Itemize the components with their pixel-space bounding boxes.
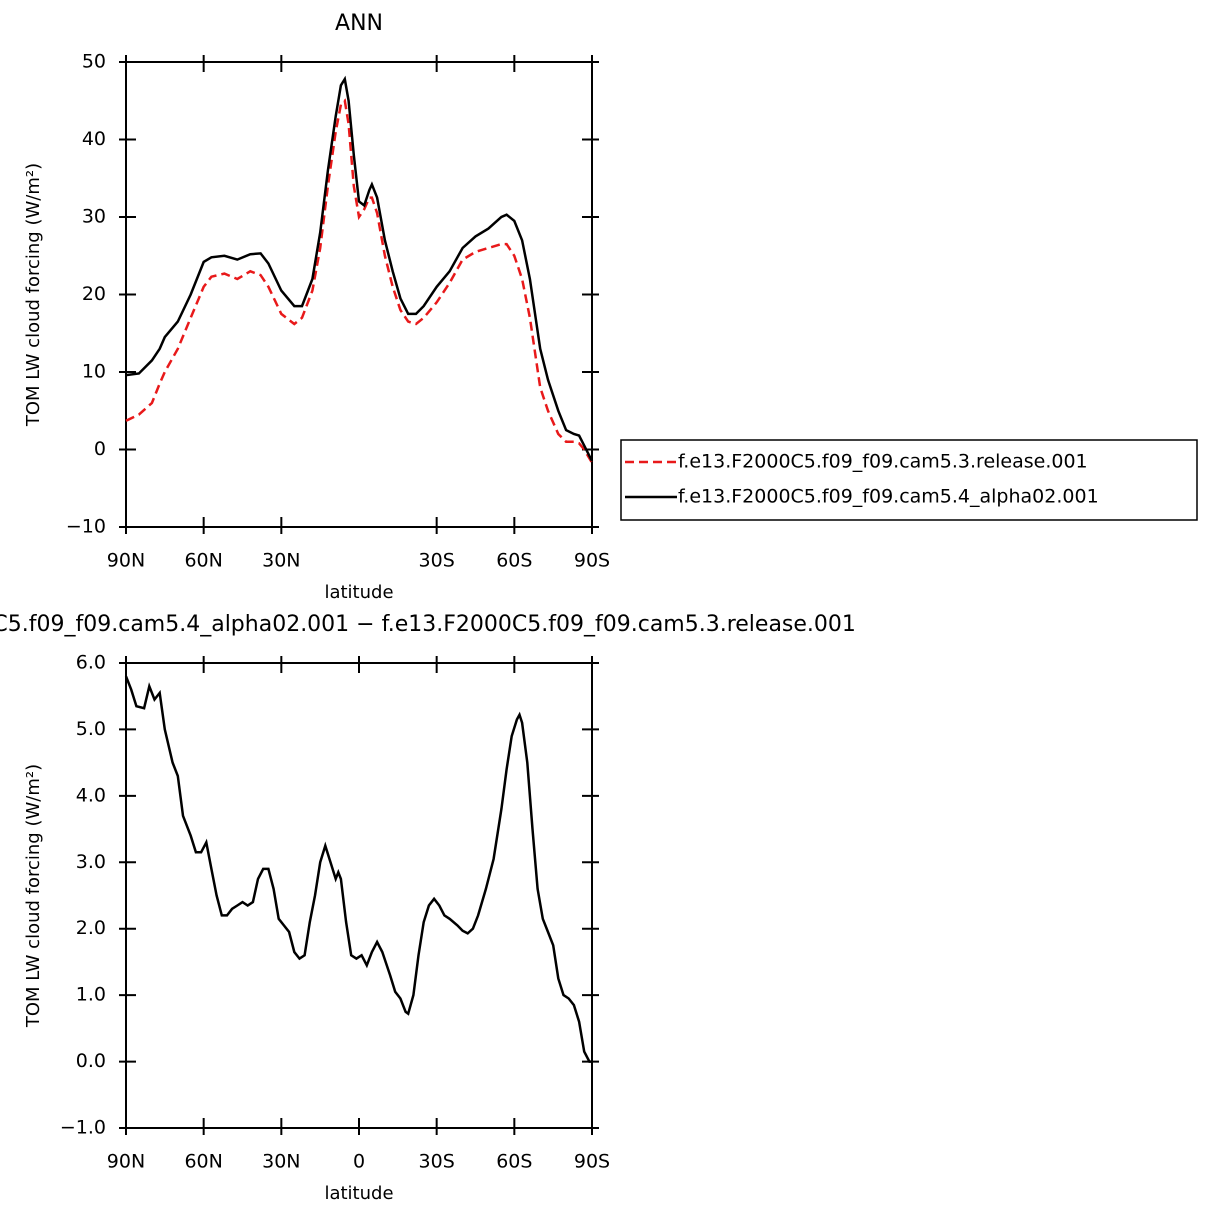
- x-tick-label: 90S: [574, 1151, 610, 1173]
- y-tick-label: −10: [66, 516, 106, 538]
- x-tick-label: 90S: [574, 550, 610, 572]
- y-tick-label: 0.0: [76, 1050, 106, 1072]
- x-tick-label: 90N: [107, 1151, 145, 1173]
- y-tick-label: 5.0: [76, 718, 106, 740]
- legend-box: [620, 439, 1198, 521]
- x-tick-label: 30N: [262, 1151, 300, 1173]
- x-axis-label: latitude: [324, 582, 393, 603]
- x-tick-label: 30S: [419, 550, 455, 572]
- y-tick-label: 1.0: [76, 984, 106, 1006]
- y-tick-label: 3.0: [76, 851, 106, 873]
- x-tick-label: 60S: [496, 1151, 532, 1173]
- y-tick-label: 6.0: [76, 652, 106, 674]
- y-tick-label: 10: [82, 361, 106, 383]
- chart-title: f.e13.F2000C5.f09_f09.cam5.4_alpha02.001…: [0, 612, 856, 637]
- data-line: [125, 98, 594, 464]
- y-tick-label: 20: [82, 283, 106, 305]
- y-tick-label: −1.0: [60, 1117, 106, 1139]
- x-tick-label: 60N: [184, 550, 222, 572]
- data-line: [125, 75, 594, 462]
- y-tick-label: 30: [82, 206, 106, 228]
- y-axis-label: TOM LW cloud forcing (W/m²): [23, 163, 44, 427]
- x-tick-label: 60S: [496, 550, 532, 572]
- y-tick-label: 4.0: [76, 784, 106, 806]
- data-line: [124, 675, 592, 1063]
- x-tick-label: 0: [353, 1151, 365, 1173]
- y-axis-label: TOM LW cloud forcing (W/m²): [23, 764, 44, 1028]
- plot-frame: [125, 61, 593, 528]
- legend-label: f.e13.F2000C5.f09_f09.cam5.3.release.001: [678, 451, 1088, 473]
- legend-label: f.e13.F2000C5.f09_f09.cam5.4_alpha02.001: [678, 486, 1099, 508]
- x-tick-label: 90N: [107, 550, 145, 572]
- x-tick-label: 60N: [184, 1151, 222, 1173]
- plot-frame: [125, 662, 593, 1129]
- chart-title: ANN: [335, 11, 383, 36]
- x-axis-label: latitude: [324, 1183, 393, 1204]
- y-tick-label: 0: [94, 438, 106, 460]
- x-tick-label: 30N: [262, 550, 300, 572]
- y-tick-label: 40: [82, 128, 106, 150]
- y-tick-label: 2.0: [76, 917, 106, 939]
- x-tick-label: 30S: [419, 1151, 455, 1173]
- y-tick-label: 50: [82, 51, 106, 73]
